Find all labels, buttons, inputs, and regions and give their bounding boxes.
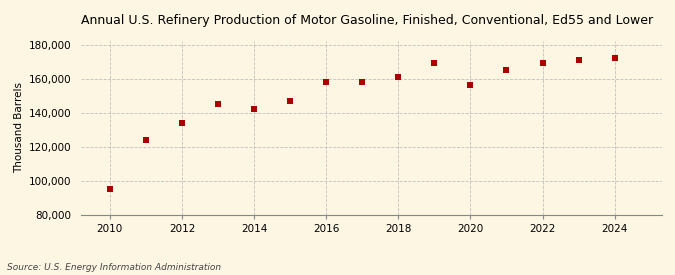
Point [321, 80, 331, 84]
Point [573, 58, 584, 62]
Point [248, 107, 259, 111]
Text: Source: U.S. Energy Information Administration: Source: U.S. Energy Information Administ… [7, 263, 221, 272]
Point [285, 98, 296, 103]
Point [465, 83, 476, 88]
Point [393, 75, 404, 79]
Point [501, 68, 512, 72]
Text: Annual U.S. Refinery Production of Motor Gasoline, Finished, Conventional, Ed55 : Annual U.S. Refinery Production of Motor… [81, 14, 653, 27]
Point [213, 102, 223, 106]
Point [357, 80, 368, 84]
Point [105, 187, 115, 191]
Y-axis label: Thousand Barrels: Thousand Barrels [14, 82, 24, 173]
Point [537, 61, 548, 65]
Point [140, 138, 151, 142]
Point [177, 120, 188, 125]
Point [610, 56, 620, 60]
Point [429, 61, 439, 65]
